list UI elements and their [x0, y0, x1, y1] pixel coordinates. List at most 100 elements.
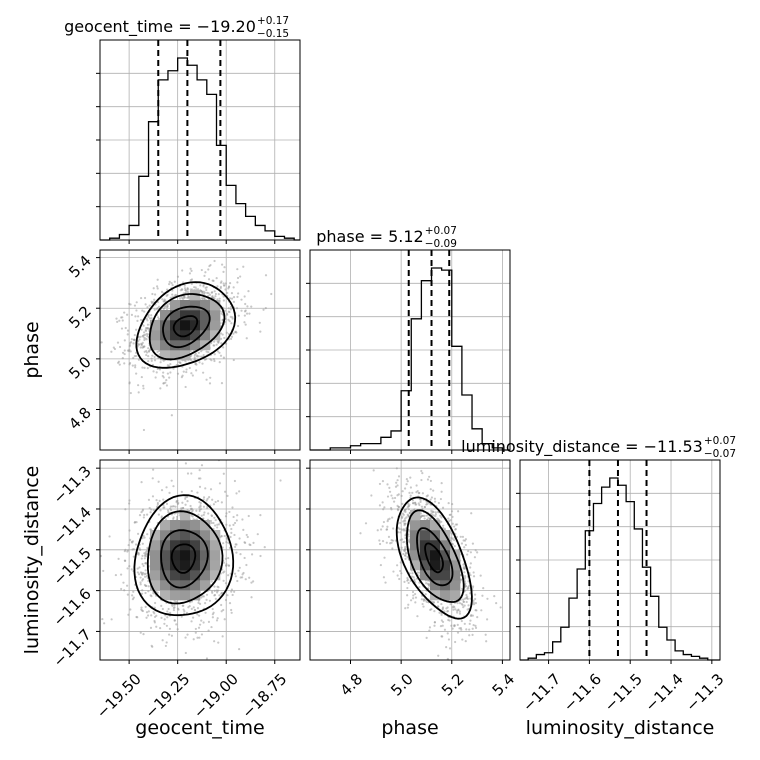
sample-point [469, 573, 472, 577]
sample-point [222, 295, 225, 298]
sample-point [401, 490, 404, 493]
sample-point [173, 604, 176, 607]
sample-point [159, 509, 162, 512]
x-tick-label-phase: 5.2 [438, 670, 468, 700]
sample-point [216, 585, 219, 588]
sample-point [401, 515, 404, 518]
sample-point [216, 526, 219, 529]
sample-point [121, 351, 125, 354]
density-cell [200, 310, 211, 321]
sample-point [141, 609, 144, 612]
density-cell [160, 530, 171, 541]
sample-point [416, 615, 419, 618]
density-cell [430, 580, 441, 591]
sample-point [474, 624, 477, 627]
sample-point [252, 580, 255, 583]
density-cell [410, 530, 421, 541]
sample-point [154, 293, 157, 296]
sample-point [223, 284, 226, 287]
contour-line [424, 542, 444, 574]
density-cell [200, 330, 211, 341]
sample-point [204, 271, 207, 274]
density-cell [170, 590, 181, 601]
sample-point [137, 573, 141, 576]
sample-point [228, 510, 231, 514]
panel-frame [309, 249, 511, 451]
sample-point [182, 608, 185, 611]
sample-point [129, 340, 133, 344]
density-cell [200, 520, 211, 531]
sample-point [406, 576, 409, 580]
sample-point [214, 292, 217, 296]
sample-point [121, 356, 124, 360]
sample-point [227, 574, 230, 577]
sample-point [231, 593, 234, 597]
sample-point [470, 512, 473, 515]
sample-point [204, 487, 207, 490]
sample-point [206, 291, 209, 294]
density-cell [180, 530, 191, 541]
sample-point [230, 292, 234, 295]
sample-point [198, 485, 202, 488]
sample-point [126, 329, 130, 332]
sample-point [401, 512, 405, 515]
sample-point [246, 305, 249, 308]
sample-point [392, 570, 395, 573]
sample-point [143, 557, 146, 560]
sample-point [434, 513, 437, 516]
sample-point [461, 535, 465, 538]
sample-point [403, 580, 406, 583]
sample-point [166, 616, 169, 619]
sample-point [149, 594, 152, 597]
sample-point [150, 359, 153, 362]
sample-point [453, 624, 456, 627]
sample-point [434, 511, 437, 514]
sample-point [138, 338, 141, 341]
sample-point [141, 589, 144, 592]
contour-line [416, 527, 454, 587]
sample-point [395, 481, 398, 484]
sample-point [486, 618, 489, 621]
density-cell [190, 530, 201, 541]
density-cell [420, 570, 431, 581]
sample-point [456, 611, 459, 614]
sample-point [433, 500, 437, 503]
sample-point [238, 566, 241, 569]
density-cell [160, 320, 171, 331]
sample-point [144, 605, 147, 608]
sample-point [195, 369, 198, 372]
density-cell [410, 520, 421, 531]
sample-point [406, 606, 409, 609]
sample-point [171, 604, 174, 608]
density-cell [180, 330, 191, 341]
sample-point [159, 626, 162, 630]
sample-point [463, 546, 466, 549]
sample-point [124, 326, 127, 330]
sample-point [168, 633, 171, 636]
sample-point [160, 489, 164, 492]
sample-point [212, 503, 216, 506]
sample-point [220, 280, 223, 283]
sample-point [198, 636, 201, 639]
sample-point [124, 548, 127, 551]
sample-point [402, 529, 405, 532]
sample-point [213, 589, 216, 592]
sample-point [432, 601, 435, 604]
sample-point [181, 374, 184, 377]
density-cell [210, 560, 221, 571]
sample-point [131, 364, 134, 367]
sample-point [241, 518, 244, 521]
sample-point [137, 343, 141, 346]
sample-point [391, 497, 394, 500]
sample-point [190, 472, 193, 475]
density-cell [170, 580, 181, 591]
sample-point [184, 289, 187, 292]
sample-point [140, 328, 143, 331]
sample-point [209, 358, 212, 361]
sample-point [229, 237, 231, 239]
sample-point [243, 295, 246, 298]
sample-point [178, 511, 181, 515]
sample-point [166, 610, 169, 613]
sample-point [462, 563, 465, 566]
sample-point [421, 602, 424, 606]
